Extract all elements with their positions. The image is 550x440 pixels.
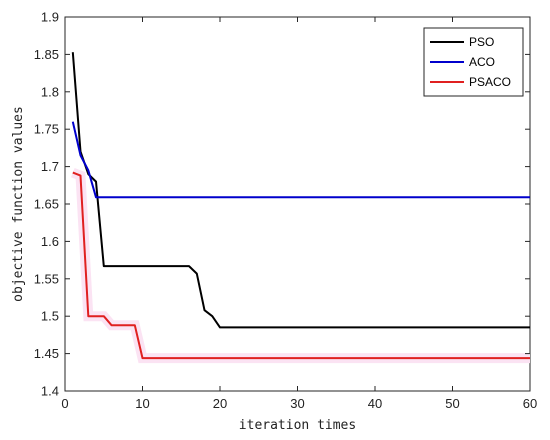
series-layer xyxy=(71,52,530,360)
series-line-aco xyxy=(71,121,530,199)
y-tick-label: 1.4 xyxy=(41,384,59,399)
legend-label: ACO xyxy=(469,55,495,69)
y-tick-label: 1.55 xyxy=(34,271,59,286)
y-tick-label: 1.5 xyxy=(41,309,59,324)
x-tick-label: 0 xyxy=(61,396,68,411)
x-tick-label: 50 xyxy=(445,396,459,411)
x-tick-label: 60 xyxy=(523,396,537,411)
x-tick-label: 30 xyxy=(290,396,304,411)
y-tick-label: 1.9 xyxy=(41,10,59,25)
legend: PSO ACO PSACO xyxy=(423,27,524,97)
y-axis-title: objective function values xyxy=(11,106,26,302)
y-tick-label: 1.6 xyxy=(41,234,59,249)
series-line-psaco xyxy=(72,171,530,360)
y-axis: 1.4 1.45 1.5 1.55 1.6 1.65 1.7 1.75 1.8 1.85 1.9 xyxy=(34,10,530,399)
y-tick-label: 1.45 xyxy=(34,346,59,361)
legend-label: PSACO xyxy=(469,75,511,89)
legend-label: PSO xyxy=(469,35,494,49)
y-tick-label: 1.75 xyxy=(34,122,59,137)
x-axis: 0 10 20 30 40 50 60 xyxy=(61,17,537,411)
x-tick-label: 40 xyxy=(368,396,382,411)
y-tick-label: 1.8 xyxy=(41,84,59,99)
x-axis-title: iteration times xyxy=(239,418,356,433)
x-tick-label: 10 xyxy=(135,396,149,411)
y-tick-label: 1.7 xyxy=(41,159,59,174)
x-tick-label: 20 xyxy=(213,396,227,411)
y-tick-label: 1.85 xyxy=(34,47,59,62)
y-tick-label: 1.65 xyxy=(34,197,59,212)
